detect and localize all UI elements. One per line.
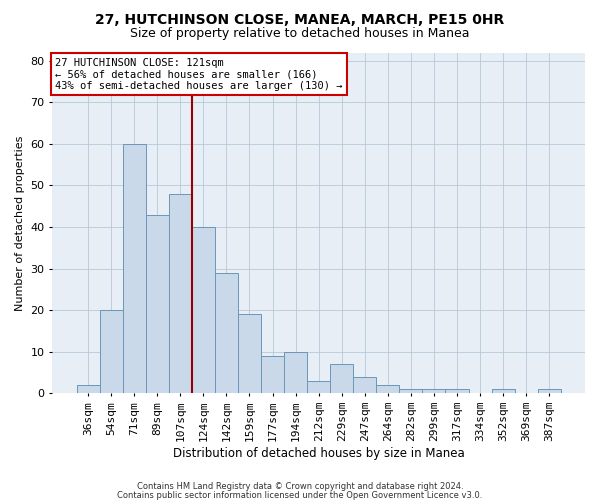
Bar (400, 389, 422, 394)
Bar (215, 273, 238, 394)
Bar (238, 314, 261, 394)
Bar (169, 194, 192, 394)
Bar (192, 227, 215, 394)
Text: Size of property relative to detached houses in Manea: Size of property relative to detached ho… (130, 28, 470, 40)
Bar (376, 385, 400, 394)
Bar (445, 389, 469, 394)
Bar (77, 385, 100, 394)
Text: Contains HM Land Registry data © Crown copyright and database right 2024.: Contains HM Land Registry data © Crown c… (137, 482, 463, 491)
Bar (491, 389, 515, 394)
Y-axis label: Number of detached properties: Number of detached properties (15, 135, 25, 310)
Bar (330, 364, 353, 394)
Bar (284, 352, 307, 394)
Bar (261, 356, 284, 394)
Text: Contains public sector information licensed under the Open Government Licence v3: Contains public sector information licen… (118, 490, 482, 500)
Text: 27 HUTCHINSON CLOSE: 121sqm
← 56% of detached houses are smaller (166)
43% of se: 27 HUTCHINSON CLOSE: 121sqm ← 56% of det… (55, 58, 343, 91)
Bar (307, 381, 330, 394)
Bar (146, 214, 169, 394)
Bar (122, 144, 146, 394)
Bar (100, 310, 122, 394)
X-axis label: Distribution of detached houses by size in Manea: Distribution of detached houses by size … (173, 447, 464, 460)
Bar (422, 389, 445, 394)
Bar (353, 376, 376, 394)
Text: 27, HUTCHINSON CLOSE, MANEA, MARCH, PE15 0HR: 27, HUTCHINSON CLOSE, MANEA, MARCH, PE15… (95, 12, 505, 26)
Bar (538, 389, 561, 394)
